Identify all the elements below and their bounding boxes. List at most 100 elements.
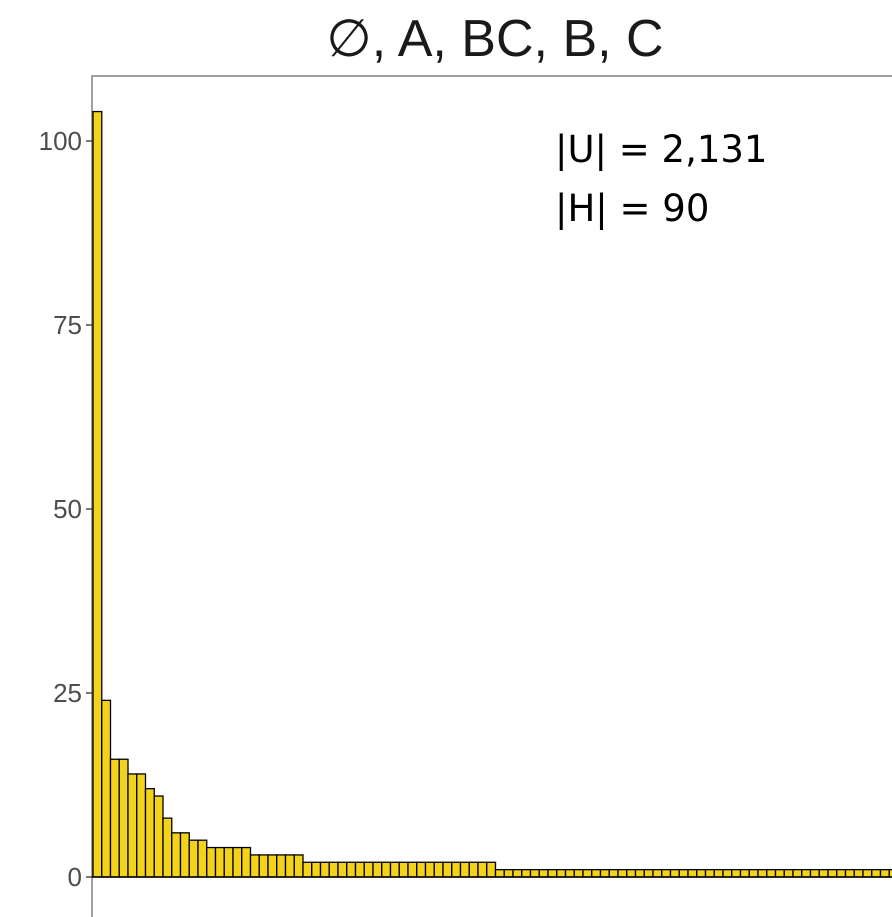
- bar: [827, 868, 838, 878]
- bar: [162, 817, 173, 878]
- bar: [661, 868, 672, 878]
- bar: [634, 868, 645, 878]
- bar: [433, 861, 444, 878]
- bar: [363, 861, 374, 878]
- bar: [477, 861, 488, 878]
- bar: [319, 861, 330, 878]
- bar: [442, 861, 453, 878]
- bar: [862, 868, 873, 878]
- bar: [459, 861, 470, 878]
- bar: [678, 868, 689, 878]
- bar: [206, 846, 217, 878]
- bar: [416, 861, 427, 878]
- bar: [529, 868, 540, 878]
- bar: [722, 868, 733, 878]
- bar: [844, 868, 855, 878]
- bar: [241, 846, 252, 878]
- bar: [171, 832, 182, 878]
- bar: [696, 868, 707, 878]
- bar: [302, 861, 313, 878]
- bar: [809, 868, 820, 878]
- bar: [144, 788, 155, 878]
- bar: [486, 861, 497, 878]
- bar: [704, 868, 715, 878]
- bar: [617, 868, 628, 878]
- bar: [731, 868, 742, 878]
- bar: [249, 854, 260, 878]
- bar: [801, 868, 812, 878]
- bar: [591, 868, 602, 878]
- bar: [346, 861, 357, 878]
- bar: [713, 868, 724, 878]
- bar: [276, 854, 287, 878]
- y-tick-label: 25: [53, 678, 82, 708]
- bar: [179, 832, 190, 878]
- bar: [389, 861, 400, 878]
- bar: [381, 861, 392, 878]
- bar: [293, 854, 304, 878]
- bar: [748, 868, 759, 878]
- bar: [101, 699, 112, 878]
- bar: [573, 868, 584, 878]
- bar: [136, 773, 147, 878]
- bar: [643, 868, 654, 878]
- bar: [669, 868, 680, 878]
- bar: [879, 868, 890, 878]
- y-tick-label: 0: [68, 862, 82, 892]
- bar: [398, 861, 409, 878]
- bar: [92, 110, 103, 878]
- bar: [871, 868, 882, 878]
- bar: [556, 868, 567, 878]
- bar: [109, 758, 120, 878]
- bar: [564, 868, 575, 878]
- annotation-h-size: |H| = 90: [555, 187, 709, 230]
- bar: [258, 854, 269, 878]
- bar-series: [92, 110, 892, 878]
- y-tick-label: 75: [53, 310, 82, 340]
- bar: [188, 839, 199, 878]
- bar: [214, 846, 225, 878]
- bar: [223, 846, 234, 878]
- plot-panel-border: [91, 75, 892, 917]
- bar: [888, 868, 892, 878]
- bar: [774, 868, 785, 878]
- bar: [468, 861, 479, 878]
- bar: [818, 868, 829, 878]
- y-tick-label: 50: [53, 494, 82, 524]
- bar: [118, 758, 129, 878]
- bar: [757, 868, 768, 878]
- bar: [267, 854, 278, 878]
- bar: [232, 846, 243, 878]
- chart-title: ∅, A, BC, B, C: [326, 10, 663, 68]
- annotation-universe-size: |U| = 2,131: [555, 128, 767, 171]
- bar: [354, 861, 365, 878]
- bar: [547, 868, 558, 878]
- bar: [521, 868, 532, 878]
- bar: [337, 861, 348, 878]
- bar: [792, 868, 803, 878]
- bar: [512, 868, 523, 878]
- bar: [328, 861, 339, 878]
- bar: [783, 868, 794, 878]
- bar: [608, 868, 619, 878]
- y-tick-label: 100: [39, 126, 82, 156]
- bar: [626, 868, 637, 878]
- bar: [582, 868, 593, 878]
- bar: [127, 773, 138, 878]
- bar: [853, 868, 864, 878]
- bar: [687, 868, 698, 878]
- bar: [197, 839, 208, 878]
- bar: [284, 854, 295, 878]
- bar: [311, 861, 322, 878]
- bar: [153, 795, 164, 878]
- bar: [836, 868, 847, 878]
- bar: [599, 868, 610, 878]
- bar: [652, 868, 663, 878]
- y-axis: 0 25 50 75 100: [39, 126, 92, 892]
- bar: [407, 861, 418, 878]
- bar: [372, 861, 383, 878]
- bar: [766, 868, 777, 878]
- bar: [739, 868, 750, 878]
- bar: [451, 861, 462, 878]
